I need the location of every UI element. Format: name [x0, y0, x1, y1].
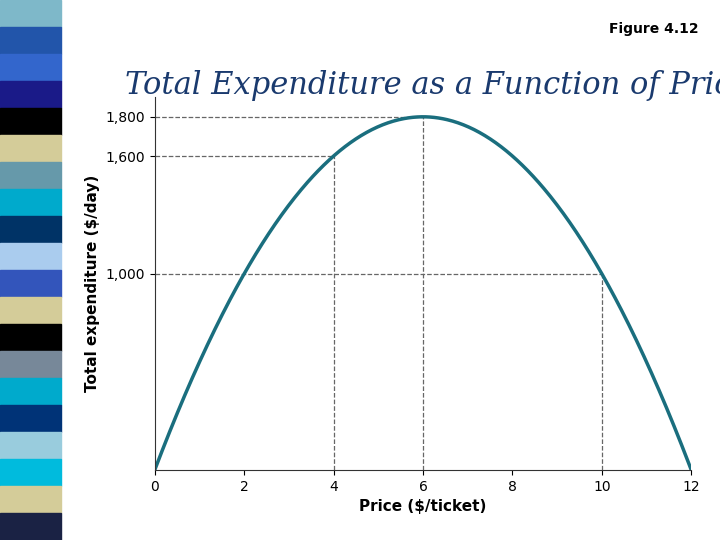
Y-axis label: Total expenditure ($/day): Total expenditure ($/day)	[85, 175, 100, 392]
Text: Figure 4.12: Figure 4.12	[609, 22, 698, 36]
Text: Total Expenditure as a Function of Price: Total Expenditure as a Function of Price	[125, 70, 720, 101]
X-axis label: Price ($/ticket): Price ($/ticket)	[359, 499, 487, 514]
